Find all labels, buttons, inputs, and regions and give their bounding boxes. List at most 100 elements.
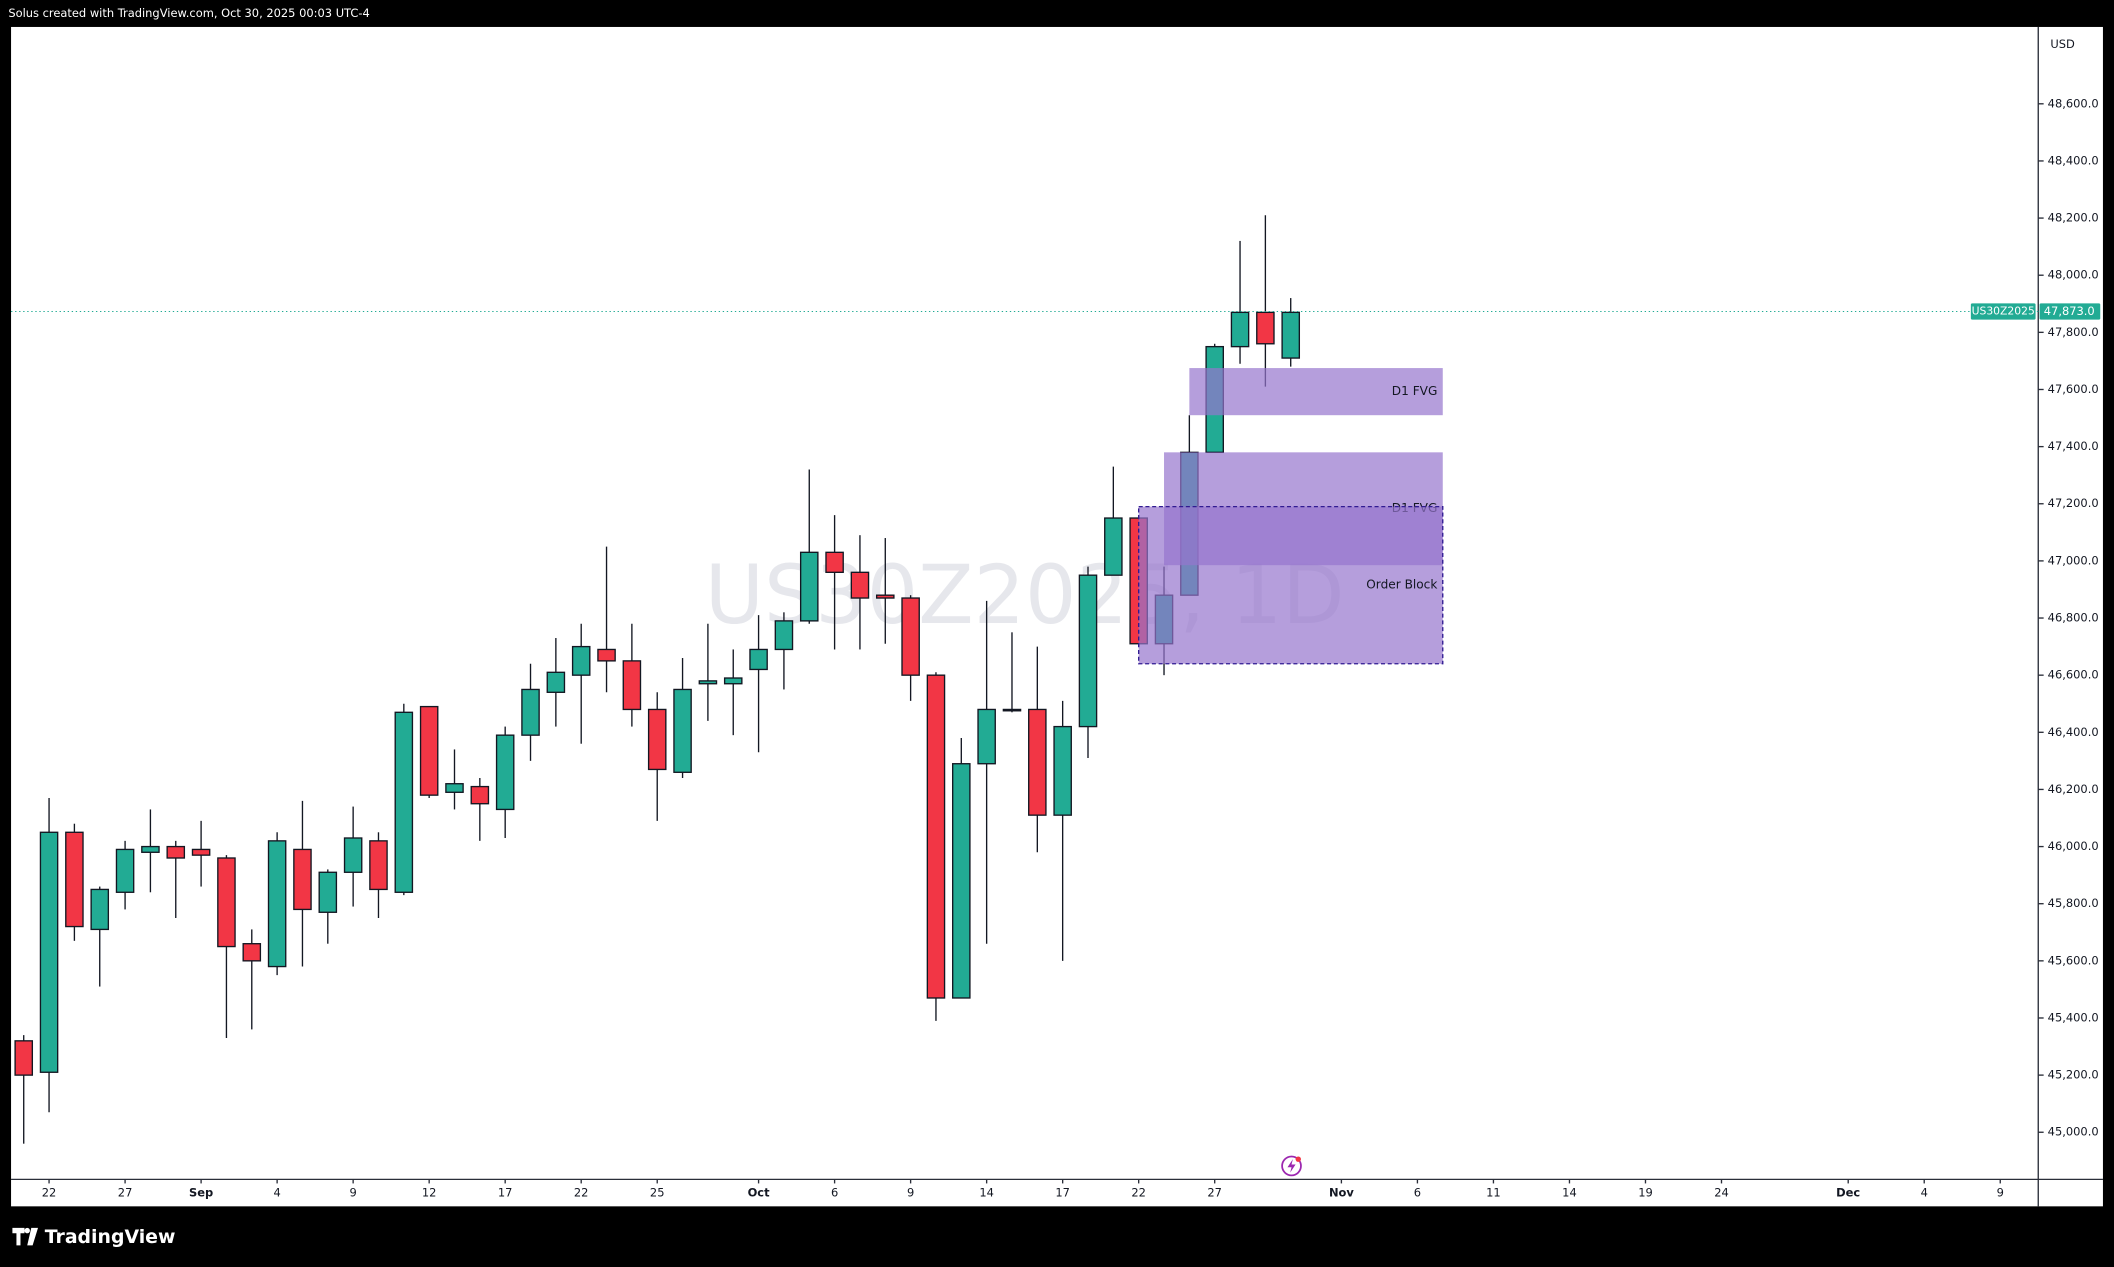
candle-body [952, 763, 971, 999]
y-tick-label: 45,600.0 [2048, 953, 2099, 967]
candle-body [293, 848, 312, 911]
candle-body [242, 943, 262, 962]
candle-body [318, 871, 338, 913]
candle-body [571, 645, 591, 676]
candle-body [217, 857, 236, 948]
candle-body [825, 551, 844, 573]
candle-body [39, 831, 59, 1073]
x-tick-label: Nov [1329, 1185, 1354, 1199]
x-tick-label: 6 [1414, 1185, 1421, 1199]
candle-body [1256, 311, 1275, 345]
y-tick-label: 47,400.0 [2048, 439, 2099, 453]
y-tick-label: 48,000.0 [2048, 268, 2099, 282]
y-tick-label: 47,600.0 [2048, 382, 2099, 396]
y-tick-label: 45,000.0 [2048, 1125, 2099, 1139]
candles [14, 215, 1301, 1144]
candle-body [749, 648, 768, 671]
candle-body [546, 671, 566, 693]
zone [1189, 368, 1443, 416]
candle-body [875, 594, 895, 599]
x-tick-label: 22 [574, 1185, 589, 1199]
candle-body [445, 783, 464, 793]
y-tick-label: 48,400.0 [2048, 153, 2099, 167]
candle-body [622, 660, 642, 711]
zone-label: Order Block [1366, 578, 1437, 592]
panel [11, 26, 2103, 1207]
x-tick-label: 6 [831, 1185, 838, 1199]
header-text: Solus created with TradingView.com, Oct … [8, 6, 369, 20]
candle-body [470, 785, 490, 805]
candle-body [647, 708, 667, 771]
x-tick-label: 25 [650, 1185, 665, 1199]
candle-body [774, 620, 794, 651]
symbol-label: US30Z2025 [1972, 304, 2035, 317]
candle-body [1230, 311, 1250, 348]
zone-label: D1 FVG [1392, 384, 1438, 398]
y-tick-label: 48,200.0 [2048, 211, 2099, 225]
y-tick-label: 46,000.0 [2048, 839, 2099, 853]
candle-body [191, 848, 211, 856]
lightning-icon [1281, 1155, 1302, 1177]
candle-body [1281, 311, 1301, 359]
x-tick-label: Sep [189, 1185, 213, 1199]
candle-body [673, 688, 692, 773]
x-tick-label: 14 [1562, 1185, 1577, 1199]
x-tick-label: 9 [907, 1185, 914, 1199]
y-tick-label: 45,200.0 [2048, 1068, 2099, 1082]
last-price-label: 47,873.0 [2044, 304, 2095, 318]
candle-body [723, 677, 743, 685]
brand-logo: TradingView [12, 1226, 175, 1248]
x-tick-label: 22 [42, 1185, 57, 1199]
x-tick-label: 9 [1997, 1185, 2004, 1199]
candle-body [1002, 708, 1022, 712]
x-tick-label: 12 [422, 1185, 437, 1199]
symbol-tag [1970, 303, 2036, 320]
candle-body [1053, 725, 1072, 816]
candle-body [267, 840, 287, 968]
candle-body [343, 837, 363, 873]
x-tick-label: 4 [273, 1185, 280, 1199]
zone [1138, 505, 1444, 665]
x-tick-label: Dec [1836, 1185, 1860, 1199]
candle-body [141, 845, 160, 853]
candle-body [926, 674, 946, 999]
brand: TradingView [45, 1226, 176, 1248]
y-tick-label: 46,800.0 [2048, 611, 2099, 625]
y-tick-label: 46,400.0 [2048, 725, 2099, 739]
y-tick-label: 45,400.0 [2048, 1010, 2099, 1024]
x-tick-label: 9 [350, 1185, 357, 1199]
x-tick-label: 22 [1131, 1185, 1146, 1199]
candle-body [901, 597, 920, 676]
candle-body [698, 680, 718, 685]
y-tick-label: 47,000.0 [2048, 553, 2099, 567]
candle-body [369, 840, 388, 891]
candle-body [597, 648, 616, 662]
x-tick-label: Oct [748, 1185, 771, 1199]
candle-body [977, 708, 996, 765]
x-tick-label: 4 [1921, 1185, 1928, 1199]
candle-body [65, 831, 84, 928]
x-tick-label: 11 [1486, 1185, 1501, 1199]
candle-body [14, 1040, 34, 1076]
candle-body [394, 711, 414, 893]
candle-body [1028, 708, 1047, 816]
candle-body [115, 848, 135, 893]
candle-body [1104, 517, 1123, 576]
y-tick-label: 46,200.0 [2048, 782, 2099, 796]
candle-body [521, 688, 540, 736]
candle-body [799, 551, 819, 622]
candle-body [166, 845, 186, 859]
candle-body [419, 705, 439, 796]
x-tick-label: 27 [118, 1185, 133, 1199]
candle-body [90, 888, 110, 931]
x-tick-label: 17 [498, 1185, 513, 1199]
y-tick-label: 47,200.0 [2048, 496, 2099, 510]
candle-body [495, 734, 515, 811]
price-tag [2039, 303, 2101, 320]
candle-body [850, 571, 870, 599]
x-tick-label: 27 [1207, 1185, 1222, 1199]
y-tick-label: 47,800.0 [2048, 325, 2099, 339]
y-tick-label: 46,600.0 [2048, 668, 2099, 682]
